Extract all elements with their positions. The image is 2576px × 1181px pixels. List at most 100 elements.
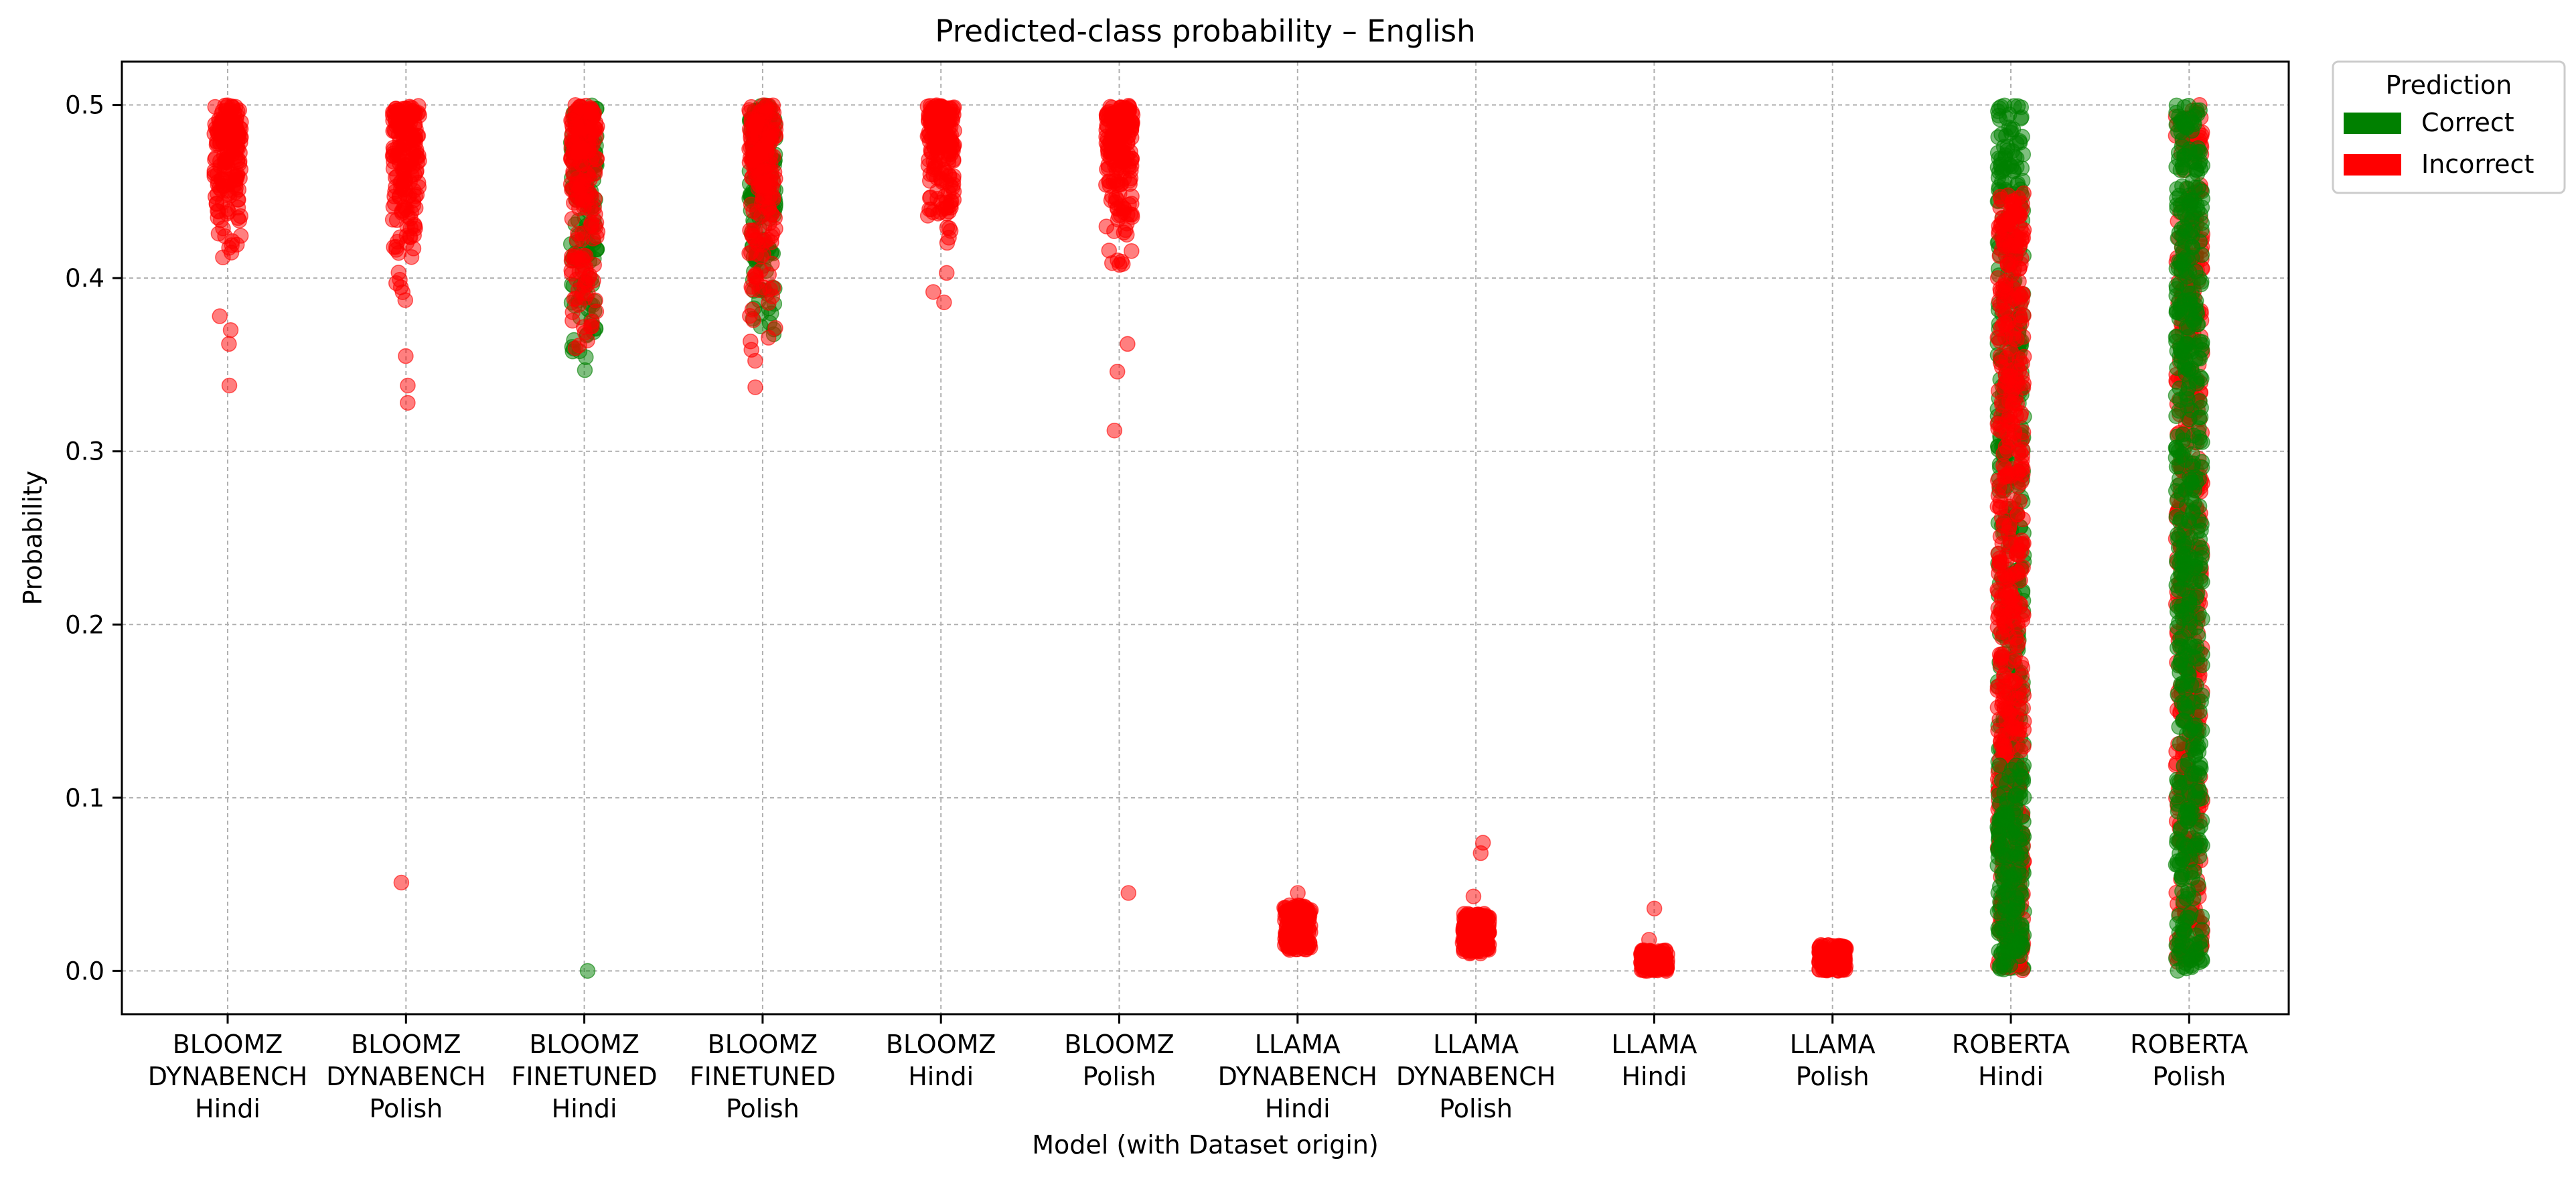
point-incorrect xyxy=(571,98,588,115)
point-correct xyxy=(2003,916,2020,932)
x-tick-label-line: Hindi xyxy=(908,1062,974,1091)
point-correct xyxy=(2178,606,2195,622)
x-tick-label-line: Hindi xyxy=(1978,1062,2044,1091)
point-incorrect xyxy=(227,177,243,193)
x-tick-label-line: FINETUNED xyxy=(690,1062,836,1091)
point-correct xyxy=(2174,628,2191,645)
point-incorrect xyxy=(942,197,959,214)
point-correct xyxy=(2003,125,2020,141)
point-correct xyxy=(2191,498,2208,514)
point-incorrect xyxy=(1283,922,1300,939)
point-incorrect xyxy=(1641,932,1657,948)
point-incorrect xyxy=(2003,208,2020,224)
point-incorrect xyxy=(232,208,248,224)
x-tick-label: LLAMA DYNABENCH Polish xyxy=(1396,1030,1556,1123)
point-incorrect xyxy=(1113,176,1130,192)
x-tick-label-line: BLOOMZ xyxy=(173,1030,283,1059)
point-incorrect xyxy=(1999,254,2016,270)
point-incorrect xyxy=(2004,719,2021,736)
point-correct xyxy=(2168,857,2184,873)
point-correct xyxy=(1991,925,2007,941)
x-tick-label-line: LLAMA xyxy=(1611,1030,1697,1059)
x-tick-label: LLAMA DYNABENCH Hindi xyxy=(1218,1030,1377,1123)
point-incorrect xyxy=(1100,157,1116,173)
point-incorrect xyxy=(748,268,764,284)
point-correct xyxy=(2170,145,2187,161)
legend: Prediction Correct Incorrect xyxy=(2332,60,2566,194)
point-incorrect xyxy=(1124,242,1140,259)
y-tick-label: 0.1 xyxy=(65,784,104,813)
x-tick-label-line: LLAMA xyxy=(1255,1030,1341,1059)
point-incorrect xyxy=(751,108,767,125)
point-incorrect xyxy=(936,294,952,311)
x-tick-label-line: BLOOMZ xyxy=(529,1030,639,1059)
point-incorrect xyxy=(2007,228,2024,245)
point-incorrect xyxy=(215,249,231,265)
legend-title: Prediction xyxy=(2386,70,2512,100)
point-incorrect xyxy=(755,164,771,180)
point-incorrect xyxy=(2012,307,2028,324)
point-correct xyxy=(2193,523,2209,539)
x-tick-label-line: BLOOMZ xyxy=(708,1030,818,1059)
point-incorrect xyxy=(763,186,779,202)
point-incorrect xyxy=(400,395,416,411)
x-tick-label: BLOOMZ DYNABENCH Polish xyxy=(326,1030,485,1123)
point-incorrect xyxy=(767,320,783,336)
point-incorrect xyxy=(385,107,401,124)
point-incorrect xyxy=(221,377,238,394)
data-points xyxy=(206,96,2211,979)
point-correct xyxy=(579,963,596,979)
x-tick-label-line: Hindi xyxy=(552,1094,617,1123)
point-incorrect xyxy=(2013,655,2030,672)
point-incorrect xyxy=(583,202,599,219)
point-correct xyxy=(2182,111,2198,127)
point-incorrect xyxy=(2012,351,2028,367)
point-incorrect xyxy=(1990,583,2006,600)
y-tick-label: 0.5 xyxy=(65,91,104,120)
point-incorrect xyxy=(1996,667,2012,683)
point-incorrect xyxy=(753,208,769,224)
point-incorrect xyxy=(576,319,592,335)
point-incorrect xyxy=(388,238,404,255)
point-correct xyxy=(2010,98,2026,115)
point-correct xyxy=(2174,934,2190,951)
point-incorrect xyxy=(2010,190,2026,206)
point-incorrect xyxy=(940,150,957,166)
point-incorrect xyxy=(941,220,958,236)
point-incorrect xyxy=(229,153,246,170)
point-correct xyxy=(2194,454,2210,470)
x-tick-label-line: LLAMA xyxy=(1790,1030,1876,1059)
point-incorrect xyxy=(2000,569,2016,586)
point-incorrect xyxy=(1115,145,1131,161)
point-incorrect xyxy=(563,133,580,149)
x-axis-label: Model (with Dataset origin) xyxy=(1032,1130,1379,1160)
plot-frame xyxy=(121,60,2290,1016)
x-tick-label: BLOOMZ FINETUNED Polish xyxy=(690,1030,836,1123)
x-tick-label-line: Polish xyxy=(2152,1062,2226,1091)
point-incorrect xyxy=(743,342,759,358)
x-tick-label-line: Polish xyxy=(1796,1062,1870,1091)
point-incorrect xyxy=(1124,206,1140,223)
point-incorrect xyxy=(927,159,943,176)
point-incorrect xyxy=(1646,900,1663,917)
point-correct xyxy=(2182,589,2198,606)
point-incorrect xyxy=(222,322,239,338)
point-incorrect xyxy=(2012,493,2028,510)
point-incorrect xyxy=(564,265,580,282)
grid-lines xyxy=(122,62,2289,1014)
point-correct xyxy=(2194,434,2210,450)
point-correct xyxy=(2192,560,2208,576)
y-tick-label: 0.4 xyxy=(65,264,104,293)
point-correct xyxy=(2175,675,2191,691)
x-tick-label-line: ROBERTA xyxy=(2130,1030,2248,1059)
point-incorrect xyxy=(945,184,962,200)
point-incorrect xyxy=(1302,902,1319,918)
point-correct xyxy=(2180,512,2197,529)
point-incorrect xyxy=(580,142,597,158)
point-incorrect xyxy=(1833,941,1849,957)
point-incorrect xyxy=(570,225,586,242)
x-tick-label-line: BLOOMZ xyxy=(351,1030,461,1059)
point-correct xyxy=(2192,368,2208,385)
point-incorrect xyxy=(925,284,941,300)
point-incorrect xyxy=(210,225,227,242)
